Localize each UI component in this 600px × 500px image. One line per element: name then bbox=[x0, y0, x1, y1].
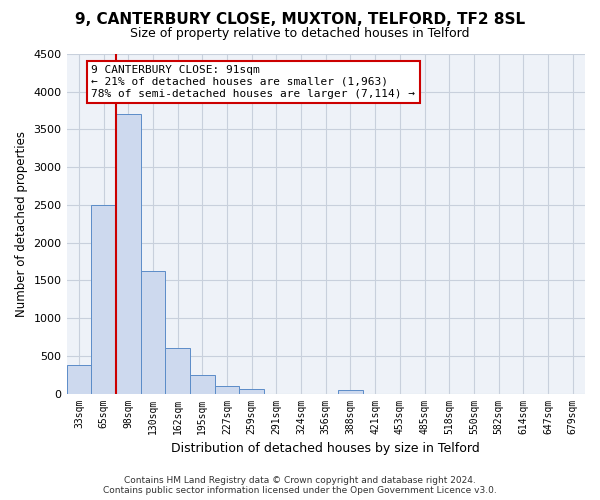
Bar bbox=[165, 348, 190, 394]
Text: 9, CANTERBURY CLOSE, MUXTON, TELFORD, TF2 8SL: 9, CANTERBURY CLOSE, MUXTON, TELFORD, TF… bbox=[75, 12, 525, 28]
Bar bbox=[91, 205, 116, 394]
Bar bbox=[338, 390, 363, 394]
X-axis label: Distribution of detached houses by size in Telford: Distribution of detached houses by size … bbox=[172, 442, 480, 455]
Bar bbox=[190, 376, 215, 394]
Bar bbox=[239, 390, 264, 394]
Bar bbox=[215, 386, 239, 394]
Text: 9 CANTERBURY CLOSE: 91sqm
← 21% of detached houses are smaller (1,963)
78% of se: 9 CANTERBURY CLOSE: 91sqm ← 21% of detac… bbox=[91, 66, 415, 98]
Text: Size of property relative to detached houses in Telford: Size of property relative to detached ho… bbox=[130, 28, 470, 40]
Text: Contains HM Land Registry data © Crown copyright and database right 2024.: Contains HM Land Registry data © Crown c… bbox=[124, 476, 476, 485]
Text: Contains public sector information licensed under the Open Government Licence v3: Contains public sector information licen… bbox=[103, 486, 497, 495]
Y-axis label: Number of detached properties: Number of detached properties bbox=[15, 131, 28, 317]
Bar bbox=[67, 365, 91, 394]
Bar bbox=[116, 114, 140, 394]
Bar bbox=[140, 270, 165, 394]
